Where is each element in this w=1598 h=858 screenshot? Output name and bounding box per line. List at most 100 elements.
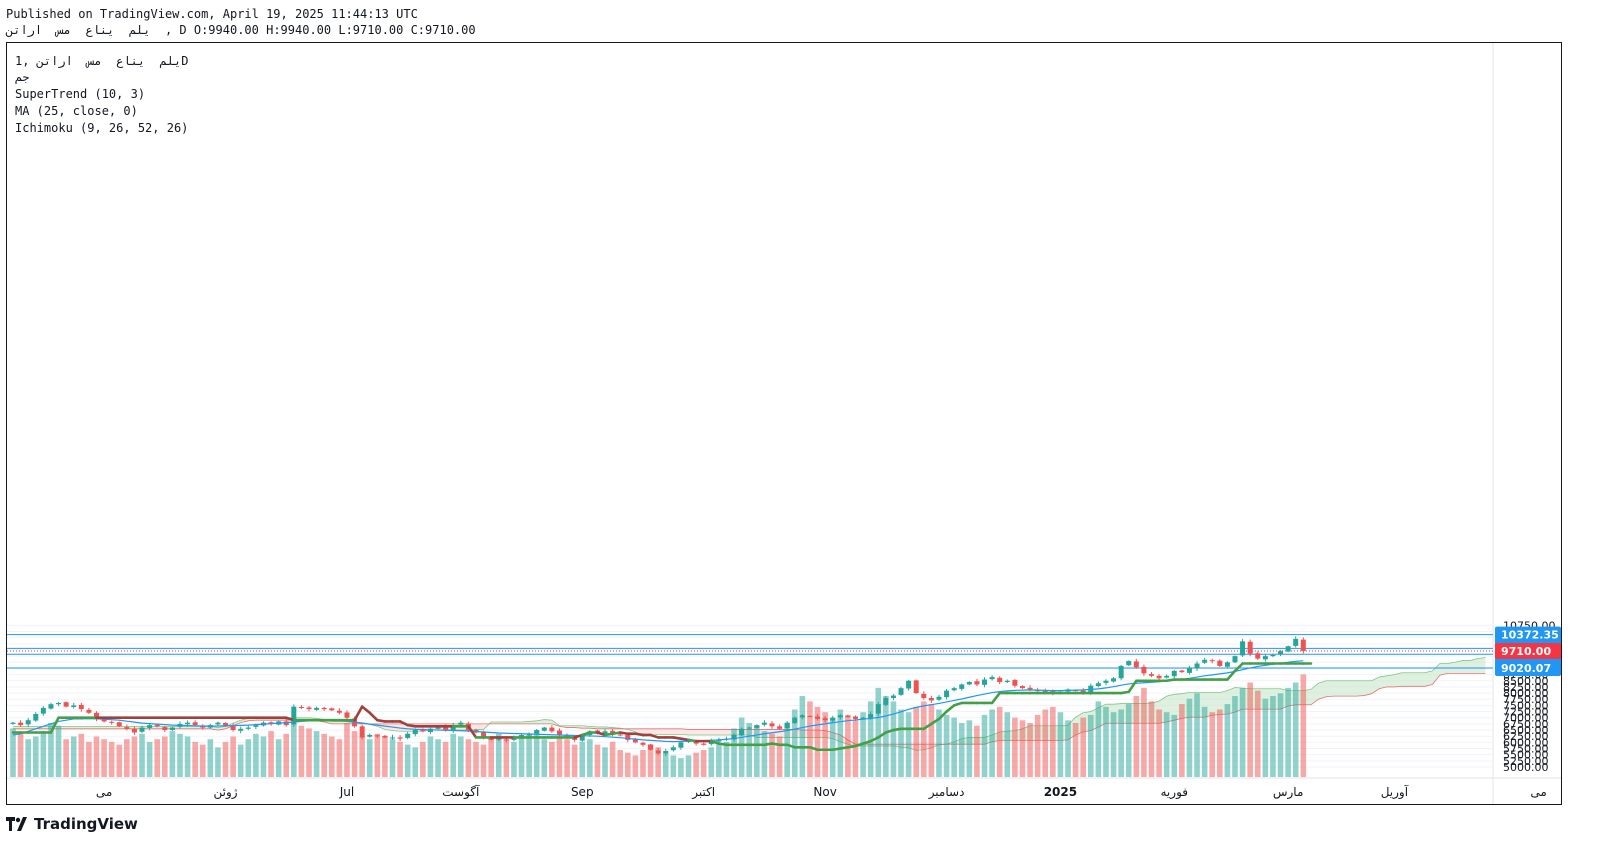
candle-body	[496, 738, 502, 740]
volume-bar	[450, 733, 457, 777]
candle-body	[951, 688, 957, 691]
candle-body	[1012, 680, 1018, 686]
volume-bar	[435, 739, 441, 777]
legend-ichimoku[interactable]: Ichimoku (9, 26, 52, 26)	[15, 121, 189, 135]
volume-bar	[184, 736, 191, 777]
volume-bar	[1254, 690, 1261, 777]
volume-bar	[480, 744, 487, 777]
candle-body	[185, 722, 191, 725]
candle-body	[1240, 641, 1246, 656]
candle-body	[1202, 659, 1208, 663]
candle-body	[329, 708, 335, 711]
volume-bar	[328, 736, 335, 777]
volume-bar	[662, 752, 669, 777]
candle-body	[921, 693, 927, 699]
supertrend-segment	[49, 716, 60, 734]
volume-bar	[776, 736, 783, 777]
volume-bar	[1171, 714, 1178, 777]
volume-bar	[458, 736, 464, 777]
horizontal-lines	[7, 634, 1493, 669]
candle-body	[298, 707, 304, 709]
volume-bar	[814, 706, 821, 777]
volume-bar	[101, 739, 107, 777]
candle-body	[382, 735, 388, 738]
volume-bar	[829, 717, 836, 777]
supertrend-segment	[922, 722, 933, 731]
volume-bar	[1004, 712, 1011, 777]
candle-body	[427, 728, 433, 733]
legend-symbol[interactable]: یلم یناع مس اراتن ,1D	[15, 54, 189, 68]
candle-body	[1232, 656, 1238, 663]
cloud-segment	[506, 722, 514, 724]
cloud-segment	[111, 726, 120, 729]
price-chart[interactable]: 5000.005250.005500.005750.006000.006250.…	[7, 43, 1561, 804]
cloud-segment	[491, 722, 499, 724]
volume-bar	[981, 714, 988, 777]
volume-bar	[533, 731, 540, 777]
candle-body	[283, 721, 289, 726]
supertrend-segment	[869, 736, 880, 743]
tradingview-logo-text: TradingView	[34, 815, 138, 833]
cloud-segment	[665, 728, 674, 735]
candle-body	[1194, 663, 1200, 669]
volume-bar	[731, 728, 737, 777]
candle-body	[708, 741, 714, 745]
candle-body	[481, 731, 487, 738]
cloud-segment	[1409, 672, 1418, 687]
volume-bar	[17, 733, 24, 777]
x-tick-label: مارس	[1273, 785, 1304, 800]
supertrend-segment	[360, 705, 372, 715]
volume-bar	[716, 744, 722, 777]
cloud-segment	[1341, 680, 1349, 697]
published-line: Published on TradingView.com, April 19, …	[6, 7, 418, 21]
chart-pane[interactable]: 5000.00 5250.00 5500.00 5750.00 6000.00 6250.…	[6, 42, 1562, 805]
y-tick-label: 8250.00	[1503, 681, 1549, 694]
candle-body	[1141, 666, 1147, 674]
volume-bar	[1186, 698, 1193, 777]
volume-bar	[1141, 687, 1147, 777]
candle-body	[739, 728, 745, 735]
legend-supertrend[interactable]: SuperTrend (10, 3)	[15, 87, 146, 101]
candle-body	[640, 742, 646, 745]
candle-body	[367, 734, 373, 737]
volume-bar	[617, 750, 623, 777]
tradingview-logo[interactable]: TradingView	[6, 814, 138, 834]
volume-bar	[268, 731, 274, 777]
supertrend-segment	[990, 691, 1002, 705]
candle-body	[154, 724, 160, 727]
volume-bar	[336, 739, 343, 777]
candle-body	[139, 727, 145, 732]
cloud-segment	[498, 722, 507, 724]
candle-body	[412, 730, 418, 735]
supertrend-segment	[580, 731, 592, 737]
y-tick-label: 6500.00	[1503, 724, 1549, 737]
volume-bar	[678, 758, 684, 777]
volume-bar	[306, 728, 312, 777]
candle-body	[777, 726, 783, 729]
candle-body	[746, 727, 752, 729]
candle-body	[1156, 675, 1162, 679]
volume-bar	[374, 733, 381, 777]
y-tick-label: 7500.00	[1503, 699, 1549, 712]
candle-body	[503, 739, 509, 741]
supertrend-segment	[649, 733, 660, 739]
candle-body	[1262, 656, 1268, 660]
volume-bar	[594, 744, 601, 777]
volume-bar	[351, 731, 358, 777]
ma-path	[12, 660, 1304, 743]
cloud-segment	[1394, 672, 1402, 687]
candle-body	[101, 718, 107, 722]
volume-bar	[837, 709, 844, 777]
candle-body	[807, 715, 813, 717]
cloud-segment	[1318, 680, 1327, 700]
last-price-label-bg	[1495, 642, 1561, 659]
candle-body	[519, 734, 525, 737]
candle-body	[1019, 686, 1025, 689]
cloud-segment	[1310, 683, 1319, 705]
x-tick-label: دسامبر	[928, 785, 965, 800]
supertrend-segment	[808, 745, 819, 752]
supertrend-segment	[467, 725, 478, 739]
volume-bar	[131, 736, 138, 777]
candle-body	[670, 747, 676, 751]
legend-ma[interactable]: MA (25, close, 0)	[15, 104, 138, 118]
